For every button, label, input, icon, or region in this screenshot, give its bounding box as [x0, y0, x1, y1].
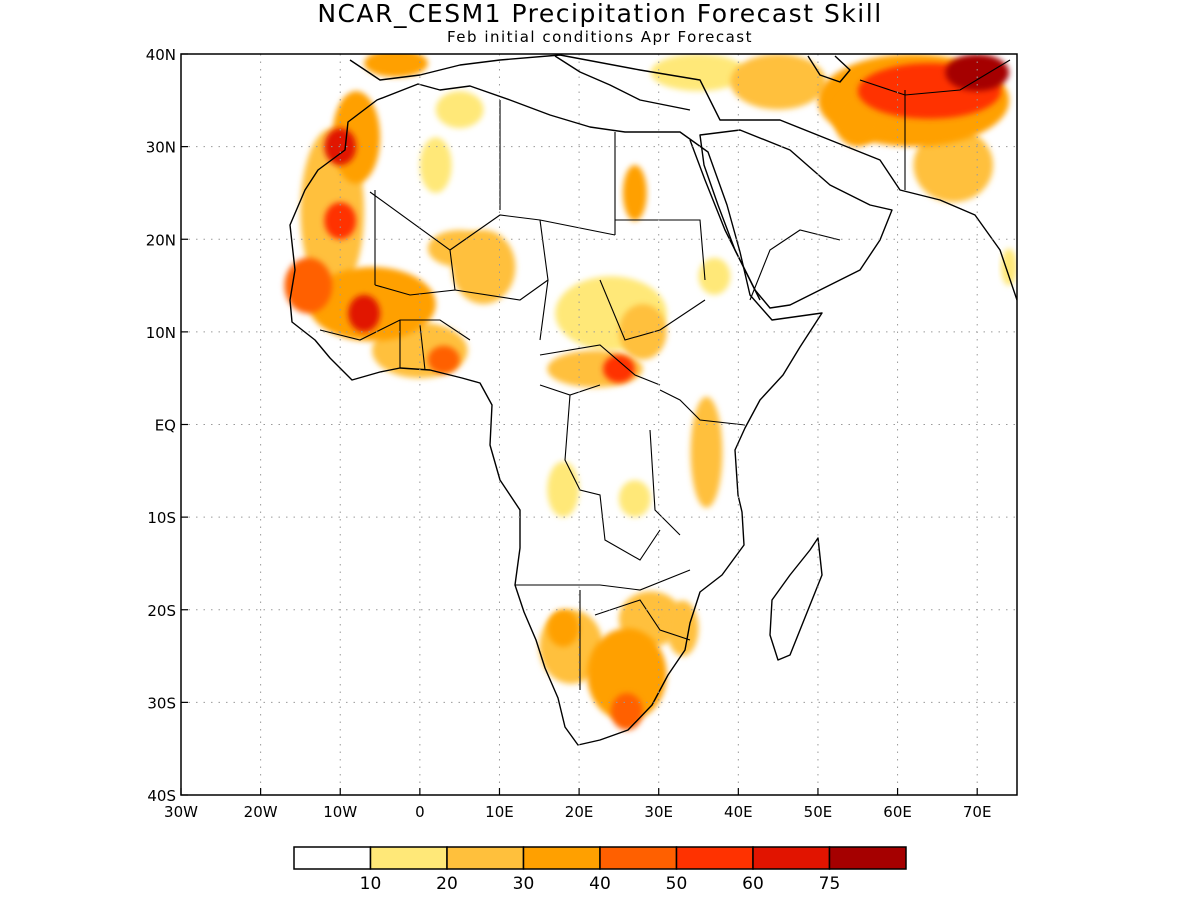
border-line: [749, 229, 841, 301]
skill-region: [730, 54, 826, 110]
colorbar-label: 50: [666, 874, 688, 894]
lon-tick-label: 50E: [804, 803, 833, 821]
lon-tick-label: 30W: [164, 803, 198, 821]
lat-tick-label: 10N: [146, 324, 176, 342]
colorbar-swatch: [293, 846, 372, 870]
skill-region: [435, 91, 484, 129]
border-line: [454, 279, 549, 301]
skill-region: [913, 128, 994, 203]
africa-coastline: [289, 83, 823, 746]
lon-tick-label: 10W: [323, 803, 357, 821]
skill-region: [587, 628, 667, 721]
border-line: [659, 389, 746, 426]
lon-tick-label: 0: [415, 803, 425, 821]
longitude-ticks: 30W 20W 10W 0 10E 20E 30E 40E 50E 60E 70E: [164, 788, 991, 821]
colorbar-label: 75: [819, 874, 841, 894]
country-borders-layer: [319, 59, 1011, 690]
skill-region: [451, 229, 516, 305]
mediterranean-north-coast: [554, 55, 691, 111]
skill-region: [618, 480, 651, 518]
lon-tick-label: 10E: [485, 803, 514, 821]
skill-region: [324, 128, 357, 166]
lon-tick-label: 60E: [883, 803, 912, 821]
colorbar-label: 60: [742, 874, 764, 894]
colorbar-swatch: [446, 846, 525, 870]
colorbar: 10 20 30 40 50 60 75: [293, 846, 907, 894]
border-line: [594, 599, 691, 641]
colorbar-swatch: [599, 846, 678, 870]
colorbar-label: 30: [513, 874, 535, 894]
latitude-ticks: 40N 30N 20N 10N EQ 10S 20S 30S 40S: [146, 46, 188, 805]
skill-region: [610, 693, 643, 731]
skill-region: [547, 461, 580, 518]
border-line: [539, 344, 661, 386]
lat-tick-label: 40N: [146, 46, 176, 64]
colorbar-swatch: [369, 846, 448, 870]
border-line: [615, 219, 706, 281]
skill-region: [364, 54, 428, 78]
border-line: [859, 59, 1011, 96]
map-title: NCAR_CESM1 Precipitation Forecast Skill: [317, 0, 883, 28]
skill-region: [419, 137, 452, 193]
colorbar-swatch: [752, 846, 831, 870]
border-line: [419, 324, 426, 371]
border-line: [515, 569, 691, 591]
border-line: [539, 219, 549, 341]
lon-tick-label: 20E: [565, 803, 594, 821]
skill-region: [427, 345, 460, 374]
border-line: [449, 214, 616, 251]
colorbar-swatch: [675, 846, 754, 870]
skill-region: [945, 54, 1010, 92]
madagascar-coastline: [769, 537, 823, 661]
coastline-layer: [289, 54, 1017, 746]
lat-tick-label: 30S: [147, 694, 176, 712]
lat-tick-label: 40S: [147, 787, 176, 805]
colorbar-label: 20: [436, 874, 458, 894]
colorbar-swatch: [522, 846, 601, 870]
skill-region: [690, 396, 723, 508]
skill-region: [622, 165, 647, 221]
arabia-coastline: [699, 129, 893, 309]
skill-region: [348, 294, 381, 332]
colorbar-label: 40: [589, 874, 611, 894]
border-line: [599, 279, 706, 341]
skill-region: [618, 304, 667, 360]
skill-region: [547, 609, 580, 647]
skill-region: [284, 257, 333, 314]
skill-region: [324, 202, 357, 240]
red-sea-coast: [689, 139, 761, 301]
lon-tick-label: 20W: [244, 803, 278, 821]
lat-tick-label: 20S: [147, 602, 176, 620]
map-subtitle: Feb initial conditions Apr Forecast: [447, 28, 753, 46]
lon-tick-label: 30E: [644, 803, 673, 821]
skill-region: [666, 600, 699, 657]
skill-region: [650, 54, 747, 92]
lat-tick-label: 10S: [147, 509, 176, 527]
colorbar-swatch: [828, 846, 907, 870]
lat-tick-label: EQ: [155, 417, 176, 435]
lat-tick-label: 20N: [146, 231, 176, 249]
lat-tick-label: 30N: [146, 139, 176, 157]
caspian-coast: [807, 55, 851, 83]
border-line: [649, 429, 681, 536]
colorbar-label: 10: [360, 874, 382, 894]
lon-tick-label: 70E: [963, 803, 992, 821]
skill-region: [698, 257, 731, 295]
border-line: [564, 394, 661, 561]
eurasia-coastline: [349, 54, 1017, 301]
lon-tick-label: 40E: [724, 803, 753, 821]
skill-region: [1001, 248, 1017, 286]
skill-region: [602, 355, 635, 383]
